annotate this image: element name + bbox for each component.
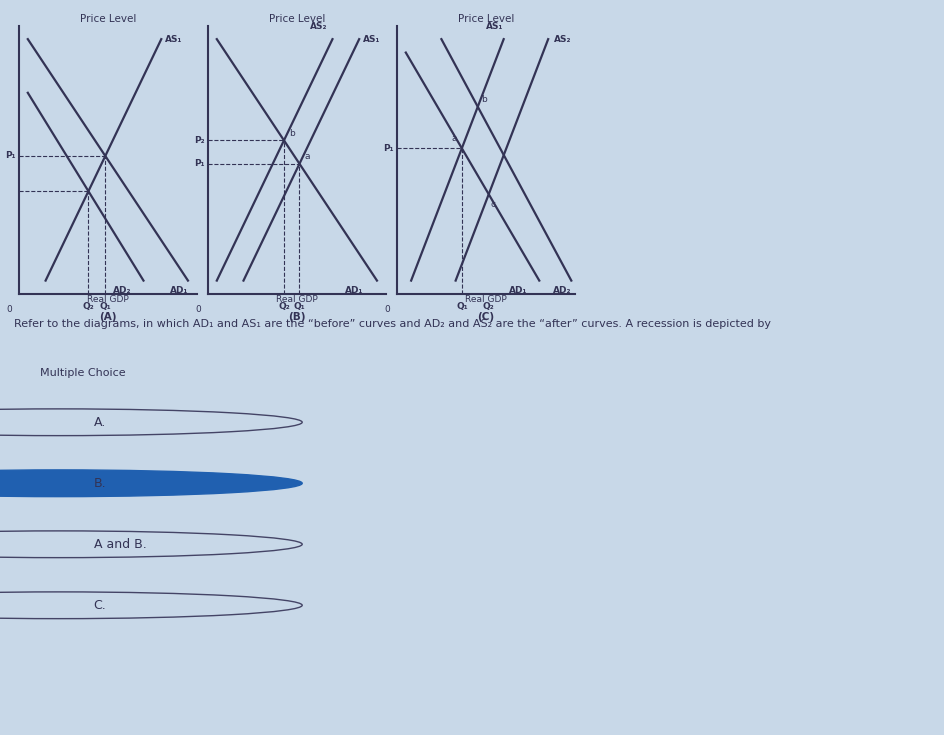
Text: AS₂: AS₂ xyxy=(553,35,570,43)
Circle shape xyxy=(0,470,302,497)
Text: AD₁: AD₁ xyxy=(170,286,188,295)
Text: P₁: P₁ xyxy=(382,144,393,153)
X-axis label: Real GDP: Real GDP xyxy=(464,295,506,304)
Text: AD₁: AD₁ xyxy=(345,286,362,295)
Text: P₁: P₁ xyxy=(5,151,15,160)
Text: P₁: P₁ xyxy=(194,159,204,168)
Text: Q₂: Q₂ xyxy=(82,302,94,311)
Text: 0: 0 xyxy=(6,305,11,314)
Text: AS₁: AS₁ xyxy=(164,35,182,43)
Text: a: a xyxy=(305,152,310,161)
Text: Refer to the diagrams, in which AD₁ and AS₁ are the “before” curves and AD₂ and : Refer to the diagrams, in which AD₁ and … xyxy=(14,319,770,329)
Text: AD₁: AD₁ xyxy=(508,286,527,295)
Text: Multiple Choice: Multiple Choice xyxy=(40,368,126,378)
Text: AS₁: AS₁ xyxy=(485,22,503,31)
Text: c: c xyxy=(490,200,495,209)
Title: Price Level: Price Level xyxy=(268,13,325,24)
Title: Price Level: Price Level xyxy=(79,13,136,24)
Text: b: b xyxy=(289,129,295,137)
Text: (A): (A) xyxy=(99,312,116,323)
Text: P₂: P₂ xyxy=(194,136,204,145)
Text: A and B.: A and B. xyxy=(93,538,146,551)
Text: Q₁: Q₁ xyxy=(294,302,305,311)
Text: Q₂: Q₂ xyxy=(482,302,494,311)
Text: 0: 0 xyxy=(383,305,389,314)
Text: Q₁: Q₁ xyxy=(456,302,467,311)
Text: B.: B. xyxy=(93,477,106,490)
Text: Q₂: Q₂ xyxy=(278,302,290,311)
Text: AD₂: AD₂ xyxy=(112,286,131,295)
Text: 0: 0 xyxy=(194,305,200,314)
Text: A.: A. xyxy=(93,416,106,429)
Text: Q₁: Q₁ xyxy=(99,302,111,311)
Text: (C): (C) xyxy=(477,312,494,323)
Text: a: a xyxy=(450,134,456,143)
Text: (B): (B) xyxy=(288,312,305,323)
Text: b: b xyxy=(480,95,486,104)
Text: AS₂: AS₂ xyxy=(310,22,327,31)
Title: Price Level: Price Level xyxy=(457,13,514,24)
Text: C.: C. xyxy=(93,599,106,612)
Text: AS₁: AS₁ xyxy=(362,35,379,43)
X-axis label: Real GDP: Real GDP xyxy=(276,295,317,304)
X-axis label: Real GDP: Real GDP xyxy=(87,295,128,304)
Text: AD₂: AD₂ xyxy=(552,286,571,295)
